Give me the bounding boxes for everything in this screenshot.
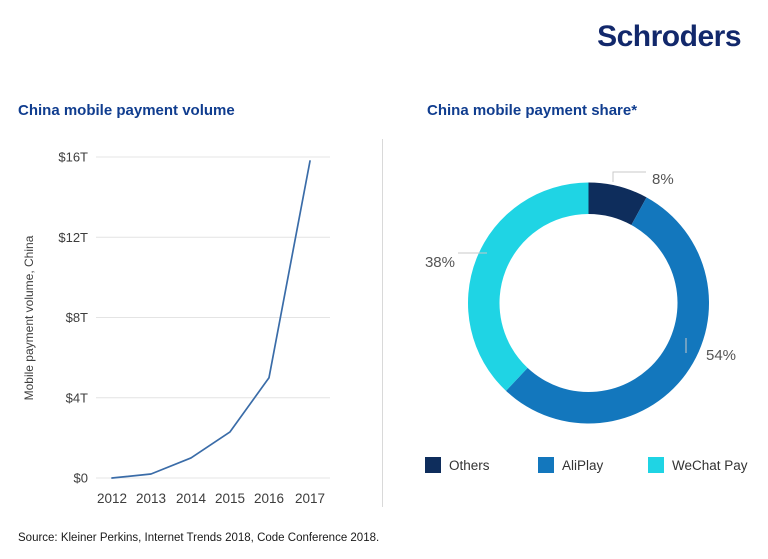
- legend-item-wechat-pay: WeChat Pay: [648, 457, 748, 473]
- donut-data-label-aliplay: 54%: [706, 347, 736, 364]
- source-note: Source: Kleiner Perkins, Internet Trends…: [18, 532, 380, 544]
- x-tick-label: 2013: [136, 491, 166, 506]
- x-tick-label: 2016: [254, 491, 284, 506]
- legend-item-aliplay: AliPlay: [538, 457, 603, 473]
- legend-label-aliplay: AliPlay: [562, 457, 604, 473]
- y-tick-label: $0: [74, 471, 88, 486]
- donut-data-label-wechat-pay: 38%: [425, 254, 455, 271]
- x-tick-label: 2014: [176, 491, 207, 506]
- legend-swatch-wechat-pay: [648, 457, 664, 473]
- legend-item-others: Others: [425, 457, 490, 473]
- legend-swatch-others: [425, 457, 441, 473]
- donut-slice-aliplay: [506, 197, 710, 424]
- payment-volume-line: [111, 160, 311, 479]
- donut-slice-wechat-pay: [467, 182, 589, 391]
- line-chart: $0 $4T $8T $12T $16T 2012 2013 2014 2015 2016 2017…: [22, 150, 330, 506]
- schroders-logo: Schroders: [597, 20, 741, 53]
- donut-data-label-others: 8%: [652, 171, 674, 188]
- x-tick-label: 2015: [215, 491, 245, 506]
- y-tick-label: $8T: [66, 310, 88, 325]
- x-tick-label: 2017: [295, 491, 325, 506]
- legend-label-others: Others: [449, 457, 490, 473]
- donut-chart-title: China mobile payment share*: [427, 102, 638, 119]
- x-tick-label: 2012: [97, 491, 127, 506]
- y-tick-label: $16T: [58, 150, 88, 165]
- panel-divider: [382, 139, 383, 507]
- y-tick-label: $4T: [66, 390, 88, 405]
- y-axis-title: Mobile payment volume, China: [22, 235, 36, 400]
- callout-leader-others: [612, 171, 646, 182]
- legend-label-wechat-pay: WeChat Pay: [672, 457, 748, 473]
- donut-slice-others: [588, 182, 647, 226]
- y-tick-label: $12T: [58, 230, 88, 245]
- donut-chart: 8% 54% 38%: [425, 171, 736, 424]
- legend-swatch-aliplay: [538, 457, 554, 473]
- line-chart-title: China mobile payment volume: [18, 102, 235, 119]
